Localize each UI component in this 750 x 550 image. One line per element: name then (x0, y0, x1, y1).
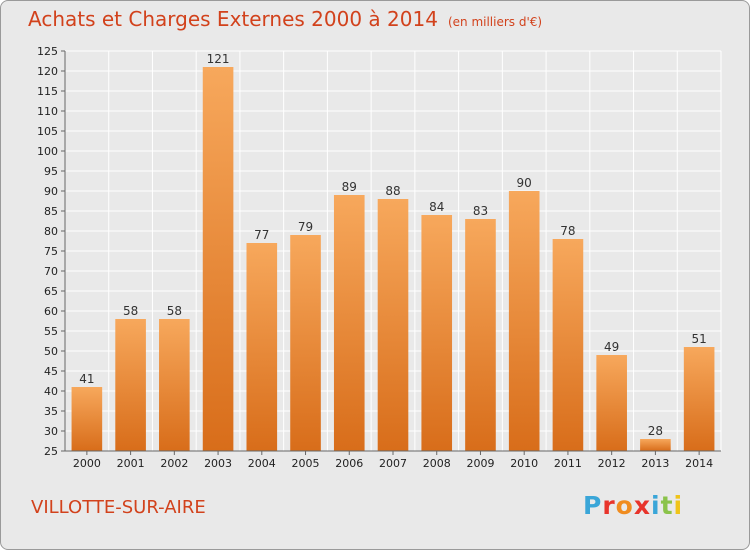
axes: 25 30 35 40 45 50 55 60 65 70 75 80 85 90 95 100 105 110 1… (37, 45, 721, 470)
data-label: 58 (167, 304, 182, 318)
y-tick-label: 30 (44, 425, 58, 438)
bar (508, 191, 540, 451)
y-tick-label: 85 (44, 205, 58, 218)
x-tick-label: 2000 (73, 457, 101, 470)
logo-letter: o (615, 491, 634, 520)
bar (246, 243, 278, 451)
bar (71, 387, 103, 451)
y-tick-label: 105 (37, 125, 58, 138)
bars: 41 58 58 121 77 79 89 88 84 83 90 78 49 28 51 (71, 52, 715, 451)
y-tick-label: 110 (37, 105, 58, 118)
commune-name: VILLOTTE-SUR-AIRE (31, 497, 206, 518)
data-label: 121 (207, 52, 230, 66)
y-tick-label: 50 (44, 345, 58, 358)
chart-title: Achats et Charges Externes 2000 à 2014 (e… (28, 7, 542, 31)
bar (115, 319, 146, 451)
x-tick-label: 2003 (204, 457, 232, 470)
logo-letter: r (602, 491, 616, 520)
y-tick-label: 75 (44, 245, 58, 258)
logo-letter: x (633, 491, 651, 520)
y-tick-label: 125 (37, 45, 58, 58)
y-tick-label: 90 (44, 185, 58, 198)
bar (333, 195, 365, 451)
y-tick-label: 40 (44, 385, 58, 398)
y-tick-label: 70 (44, 265, 58, 278)
data-label: 84 (429, 200, 444, 214)
bar (202, 67, 234, 451)
y-tick-label: 60 (44, 305, 58, 318)
y-tick-label: 100 (37, 145, 58, 158)
x-tick-label: 2005 (292, 457, 320, 470)
bar (465, 219, 496, 451)
bar (377, 199, 409, 451)
bar (683, 347, 715, 451)
y-tick-label: 115 (37, 85, 58, 98)
title-text: Achats et Charges Externes 2000 à 2014 (28, 7, 438, 31)
x-tick-label: 2001 (117, 457, 145, 470)
y-tick-label: 45 (44, 365, 58, 378)
x-tick-label: 2006 (335, 457, 363, 470)
data-label: 41 (79, 372, 94, 386)
data-label: 28 (648, 424, 663, 438)
y-tick-label: 25 (44, 445, 58, 458)
x-tick-label: 2010 (510, 457, 538, 470)
logo-letter: P (583, 491, 603, 520)
data-label: 78 (560, 224, 575, 238)
y-tick-label: 80 (44, 225, 58, 238)
x-tick-label: 2002 (160, 457, 188, 470)
bar (640, 439, 671, 451)
data-label: 83 (473, 204, 488, 218)
y-tick-label: 35 (44, 405, 58, 418)
bar (290, 235, 321, 451)
unit-text: (en milliers d'€) (447, 15, 543, 29)
bar (596, 355, 627, 451)
data-label: 49 (604, 340, 619, 354)
data-label: 90 (517, 176, 532, 190)
data-label: 88 (385, 184, 400, 198)
logo-letter: i (651, 491, 661, 520)
data-label: 89 (342, 180, 357, 194)
x-tick-label: 2009 (466, 457, 494, 470)
bar (552, 239, 584, 451)
proxiti-logo[interactable]: Proxiti (583, 491, 683, 520)
data-label: 79 (298, 220, 313, 234)
x-tick-label: 2014 (685, 457, 713, 470)
x-tick-label: 2007 (379, 457, 407, 470)
x-tick-label: 2013 (641, 457, 669, 470)
data-label: 77 (254, 228, 269, 242)
data-label: 58 (123, 304, 138, 318)
x-tick-label: 2011 (554, 457, 582, 470)
x-tick-label: 2004 (248, 457, 276, 470)
x-tick-label: 2012 (598, 457, 626, 470)
data-label: 51 (691, 332, 706, 346)
y-tick-label: 95 (44, 165, 58, 178)
y-tick-label: 55 (44, 325, 58, 338)
y-tick-label: 120 (37, 65, 58, 78)
logo-letter: i (673, 491, 684, 520)
x-tick-label: 2008 (423, 457, 451, 470)
y-tick-label: 65 (44, 285, 58, 298)
bar (421, 215, 453, 451)
logo-letter: t (660, 491, 674, 520)
bar (159, 319, 190, 451)
